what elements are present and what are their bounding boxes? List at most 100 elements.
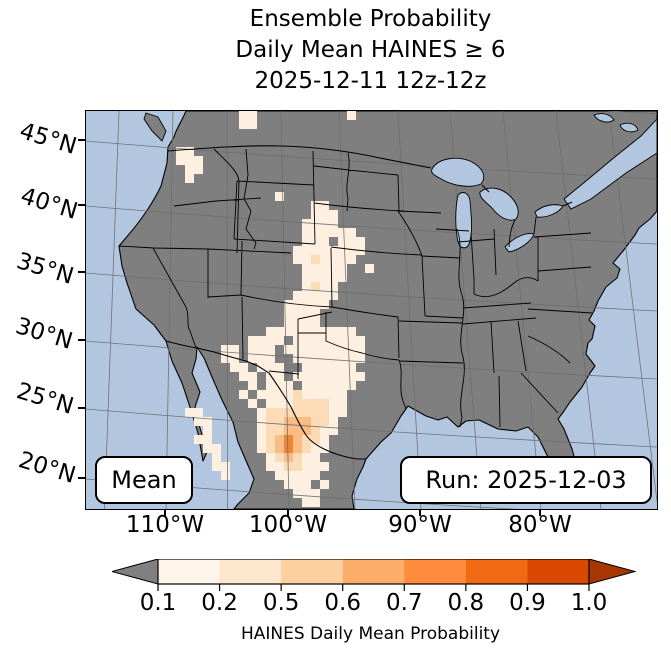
- probability-cell: [284, 408, 293, 417]
- probability-cell: [293, 327, 302, 336]
- probability-cell: [203, 426, 212, 435]
- probability-cell: [257, 417, 266, 426]
- probability-cell: [320, 435, 329, 444]
- probability-cell: [302, 480, 311, 489]
- probability-cell: [311, 363, 320, 372]
- probability-cell: [239, 390, 248, 399]
- probability-cell: [248, 345, 257, 354]
- colorbar-tick-label: 0.1: [139, 590, 177, 616]
- probability-cell: [293, 408, 302, 417]
- probability-cell: [311, 345, 320, 354]
- probability-cell: [293, 255, 302, 264]
- probability-cell: [320, 363, 329, 372]
- probability-cell: [257, 435, 266, 444]
- probability-cell: [329, 264, 338, 273]
- probability-cell: [302, 300, 311, 309]
- probability-cell: [338, 246, 347, 255]
- probability-cell: [302, 309, 311, 318]
- probability-cell: [338, 345, 347, 354]
- probability-cell: [293, 435, 302, 444]
- probability-cell: [275, 192, 284, 201]
- probability-cell: [329, 417, 338, 426]
- probability-cell: [293, 480, 302, 489]
- lat-tick: [78, 271, 85, 273]
- probability-cell: [311, 336, 320, 345]
- probability-cell: [248, 381, 257, 390]
- probability-cell: [320, 345, 329, 354]
- probability-cell: [338, 228, 347, 237]
- probability-cell: [311, 255, 320, 264]
- probability-cell: [338, 336, 347, 345]
- probability-cell: [185, 156, 194, 165]
- probability-cell: [320, 219, 329, 228]
- mean-annotation-box: Mean: [95, 456, 193, 504]
- probability-cell: [284, 300, 293, 309]
- colorbar-tick-label: 1.0: [570, 590, 608, 616]
- probability-cell: [293, 291, 302, 300]
- probability-cell: [311, 426, 320, 435]
- probability-cell: [311, 246, 320, 255]
- probability-cell: [347, 237, 356, 246]
- probability-cell: [347, 336, 356, 345]
- probability-cell: [302, 327, 311, 336]
- colorbar-tick-label: 0.6: [324, 590, 361, 616]
- probability-cell: [338, 363, 347, 372]
- probability-cell: [356, 336, 365, 345]
- probability-cell: [302, 246, 311, 255]
- chart-title: Ensemble Probability Daily Mean HAINES ≥…: [85, 4, 656, 97]
- probability-cell: [329, 246, 338, 255]
- lon-label-100w: 100°W: [248, 512, 328, 538]
- probability-cell: [266, 453, 275, 462]
- probability-cell: [284, 345, 293, 354]
- probability-cell: [338, 381, 347, 390]
- probability-cell: [284, 426, 293, 435]
- lat-tick: [78, 139, 85, 141]
- probability-cell: [302, 228, 311, 237]
- probability-cell: [356, 354, 365, 363]
- probability-cell: [320, 255, 329, 264]
- probability-cell: [293, 336, 302, 345]
- probability-cell: [329, 345, 338, 354]
- probability-cell: [320, 399, 329, 408]
- land-north-america: [118, 111, 657, 509]
- probability-cell: [320, 228, 329, 237]
- probability-cell: [338, 372, 347, 381]
- colorbar-axis-label: HAINES Daily Mean Probability: [240, 624, 501, 644]
- probability-cell: [293, 462, 302, 471]
- lon-label-90w: 90°W: [388, 512, 452, 538]
- probability-cell: [293, 246, 302, 255]
- probability-cell: [311, 318, 320, 327]
- probability-cell: [320, 417, 329, 426]
- probability-cell: [311, 273, 320, 282]
- probability-cell: [311, 282, 320, 291]
- probability-cell: [302, 408, 311, 417]
- probability-cell: [275, 327, 284, 336]
- probability-cell: [338, 264, 347, 273]
- probability-cell: [311, 291, 320, 300]
- probability-cell: [257, 363, 266, 372]
- probability-cell: [266, 417, 275, 426]
- probability-cell: [275, 471, 284, 480]
- probability-cell: [320, 291, 329, 300]
- colorbar-ticks: [157, 584, 590, 591]
- probability-cell: [320, 210, 329, 219]
- colorbar-segment: [404, 559, 467, 584]
- probability-cell: [203, 444, 212, 453]
- probability-cell: [212, 444, 221, 453]
- probability-cell: [320, 336, 329, 345]
- probability-cell: [338, 390, 347, 399]
- probability-cell: [329, 282, 338, 291]
- probability-cell: [194, 435, 203, 444]
- lat-label-35n: 35°N: [13, 248, 77, 290]
- probability-cell: [347, 372, 356, 381]
- probability-cell: [347, 111, 356, 120]
- probability-cell: [248, 354, 257, 363]
- probability-cell: [266, 444, 275, 453]
- probability-cell: [221, 462, 230, 471]
- probability-cell: [329, 408, 338, 417]
- colorbar-segment: [281, 559, 344, 584]
- lat-tick: [78, 407, 85, 409]
- probability-cell: [365, 264, 374, 273]
- probability-cell: [302, 426, 311, 435]
